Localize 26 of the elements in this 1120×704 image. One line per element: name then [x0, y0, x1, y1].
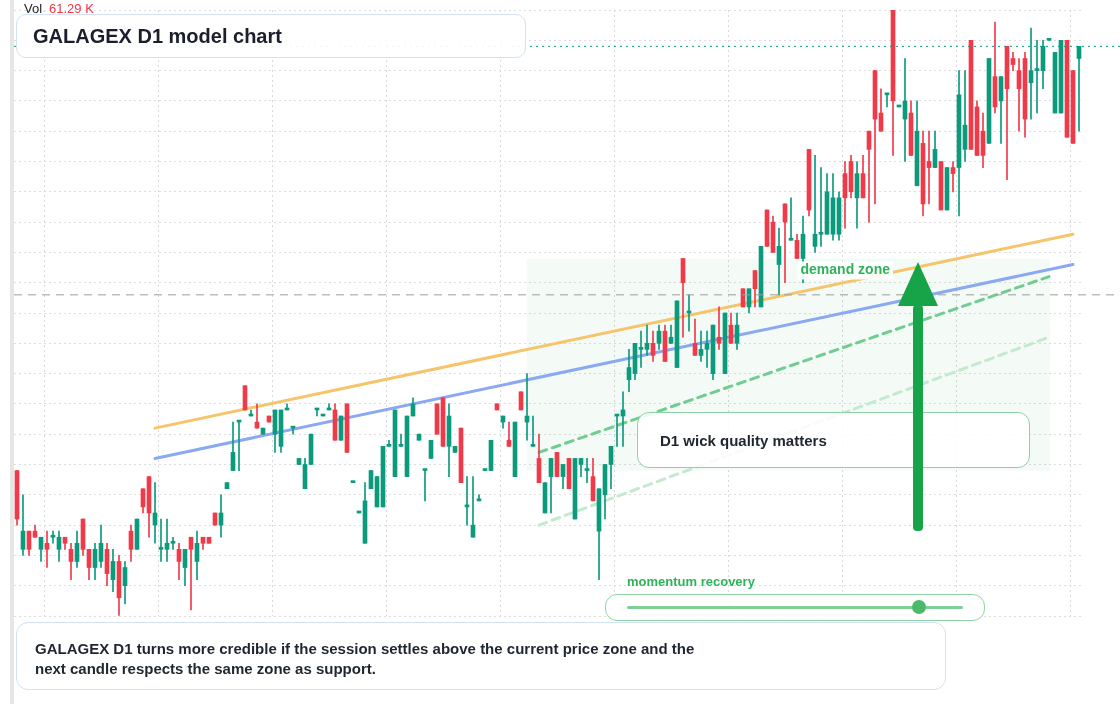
- candlestick: [164, 518, 170, 562]
- annotation: D1 wick quality matters: [660, 431, 827, 451]
- candlestick: [44, 530, 50, 568]
- title-panel: GALAGEX D1 model chart: [16, 14, 526, 58]
- candlestick: [788, 197, 794, 241]
- candlestick: [50, 530, 56, 544]
- candlestick: [170, 536, 176, 550]
- candlestick: [698, 330, 704, 362]
- candlestick: [158, 518, 164, 562]
- candlestick: [530, 415, 536, 447]
- band-label: demand zone: [800, 261, 891, 278]
- text-panel: D1 wick quality matters: [637, 412, 1030, 468]
- candlestick: [398, 433, 404, 447]
- candlestick: [584, 458, 590, 484]
- candlestick: [422, 468, 428, 502]
- annotation: 61.29 K: [49, 1, 94, 16]
- annotation: Vol: [24, 1, 43, 16]
- candlestick: [950, 161, 956, 193]
- candlestick: [638, 330, 644, 368]
- text-panel: GALAGEX D1 turns more credible if the session settles above the current price zone and the next candle respects the same zone as support.: [16, 622, 946, 690]
- candlestick: [818, 167, 824, 247]
- annotation: momentum recovery: [627, 574, 755, 589]
- candlestick: [704, 330, 710, 368]
- candlestick: [926, 130, 932, 205]
- candlestick: [644, 324, 650, 356]
- candlestick: [716, 306, 722, 350]
